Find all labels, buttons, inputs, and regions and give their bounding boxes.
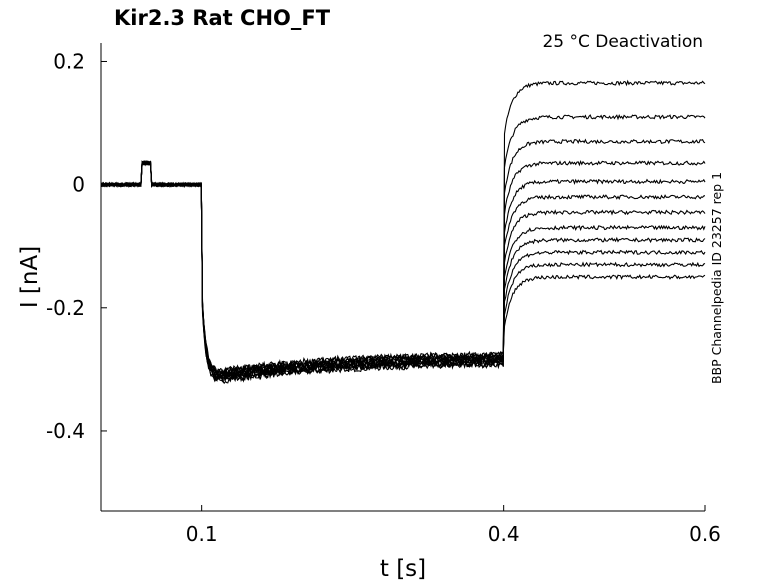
channelpedia-id-label: BBP Channelpedia ID 23257 rep 1 <box>709 172 724 384</box>
x-tick-label: 0.6 <box>689 522 721 546</box>
x-ticks: 0.1 0.4 0.6 <box>186 505 721 546</box>
x-tick-label: 0.4 <box>488 522 520 546</box>
y-tick-label: -0.2 <box>46 296 85 320</box>
plot-area <box>101 43 705 511</box>
x-axis-label: t [s] <box>380 556 426 582</box>
current-trace <box>100 161 706 375</box>
x-tick-label: 0.1 <box>186 522 218 546</box>
condition-annotation: 25 °C Deactivation <box>542 32 703 52</box>
y-tick-label: -0.4 <box>46 419 85 443</box>
y-tick-label: 0 <box>72 173 85 197</box>
y-axis-label: I [nA] <box>17 246 43 308</box>
chart-title: Kir2.3 Rat CHO_FT <box>114 6 331 30</box>
traces-group <box>100 79 706 385</box>
y-tick-label: 0.2 <box>53 49 85 73</box>
y-ticks: 0.2 0 -0.2 -0.4 <box>46 49 107 443</box>
